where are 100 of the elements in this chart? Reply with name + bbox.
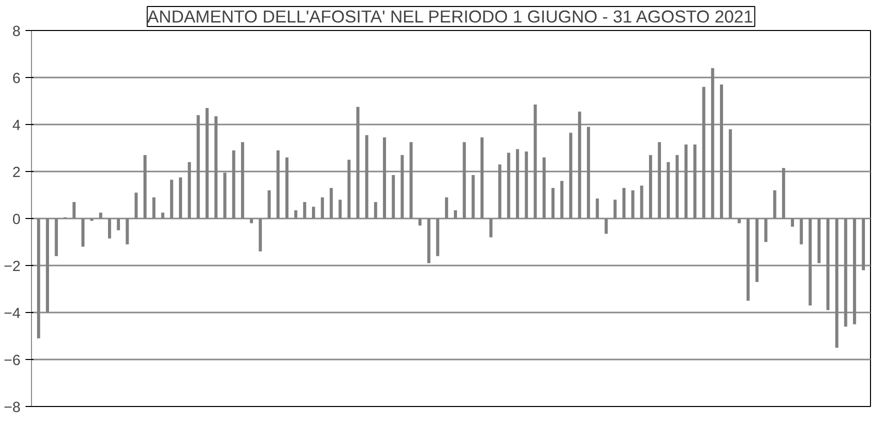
bar — [294, 210, 298, 218]
bar — [37, 218, 40, 338]
bar — [596, 198, 599, 218]
bar — [852, 218, 856, 324]
bar — [54, 218, 58, 256]
bar — [507, 152, 510, 218]
bar — [649, 155, 652, 218]
bar — [614, 200, 617, 218]
bar — [188, 162, 191, 218]
y-tick-label: −2 — [4, 259, 21, 275]
bar — [320, 197, 324, 218]
bar — [250, 218, 253, 224]
bar — [258, 218, 262, 252]
bar — [640, 186, 644, 218]
bar — [134, 192, 138, 218]
bar — [170, 180, 174, 218]
bar — [534, 104, 537, 218]
bar — [658, 142, 661, 218]
bar — [312, 206, 316, 218]
y-tick-label: 0 — [12, 212, 21, 228]
bar — [143, 155, 147, 218]
bar — [445, 197, 448, 218]
bar — [746, 218, 750, 301]
bar — [818, 218, 821, 264]
bar — [232, 150, 236, 218]
bar — [454, 210, 457, 218]
y-tick-label: 6 — [12, 71, 21, 87]
bar — [116, 218, 120, 230]
bar — [569, 132, 572, 218]
bar — [728, 129, 732, 218]
bar — [241, 142, 244, 218]
bar — [285, 157, 288, 218]
bar — [790, 218, 794, 227]
bar — [161, 212, 164, 218]
bar — [268, 190, 271, 218]
bar — [152, 197, 156, 218]
bar — [622, 188, 626, 218]
bar — [303, 202, 306, 218]
bar — [738, 218, 741, 224]
bar — [392, 175, 395, 218]
bar — [720, 84, 724, 218]
bar — [862, 218, 865, 270]
bar — [72, 202, 76, 218]
bar — [400, 155, 404, 218]
bar — [276, 150, 280, 218]
bar — [126, 218, 129, 244]
bar — [374, 202, 378, 218]
bar — [782, 168, 786, 218]
y-tick-label: −8 — [4, 400, 21, 416]
bar — [586, 126, 590, 218]
bar — [462, 142, 466, 218]
y-tick-label: −6 — [4, 353, 21, 369]
bar — [436, 218, 440, 256]
bar — [702, 86, 706, 218]
bar — [418, 218, 422, 226]
y-tick-label: −4 — [4, 306, 21, 322]
bar — [764, 218, 768, 242]
bar — [631, 190, 634, 218]
bar — [516, 149, 520, 218]
bar — [808, 218, 812, 306]
bar — [498, 164, 502, 218]
bar — [365, 135, 368, 218]
bar — [223, 172, 226, 218]
bar — [489, 218, 492, 238]
bar — [330, 188, 333, 218]
bar — [46, 218, 50, 312]
bar — [472, 175, 475, 218]
bar — [108, 218, 112, 238]
bar — [338, 200, 342, 218]
bar — [542, 157, 546, 218]
bar — [551, 188, 555, 218]
bar — [356, 106, 360, 218]
bar — [604, 218, 608, 234]
bar — [676, 155, 679, 218]
y-tick-label: 4 — [12, 118, 21, 134]
bar — [81, 218, 84, 247]
bar — [347, 160, 351, 218]
bar — [826, 218, 830, 310]
bar — [206, 108, 209, 218]
bar — [578, 112, 582, 218]
y-tick-label: 8 — [12, 24, 21, 40]
bar — [382, 137, 386, 218]
bar — [773, 190, 776, 218]
bar — [800, 218, 803, 244]
bar — [844, 218, 848, 327]
bar — [755, 218, 759, 282]
bar — [524, 152, 528, 218]
bar — [835, 218, 838, 348]
bar — [410, 142, 413, 218]
bar — [480, 137, 484, 218]
bar — [178, 177, 182, 218]
bar — [214, 116, 218, 218]
bar — [427, 218, 430, 264]
bar — [684, 144, 688, 218]
bar — [560, 180, 564, 218]
bar — [693, 144, 696, 218]
bar — [99, 212, 102, 218]
bar — [196, 115, 200, 218]
y-tick-label: 2 — [12, 165, 21, 181]
bar — [666, 162, 670, 218]
